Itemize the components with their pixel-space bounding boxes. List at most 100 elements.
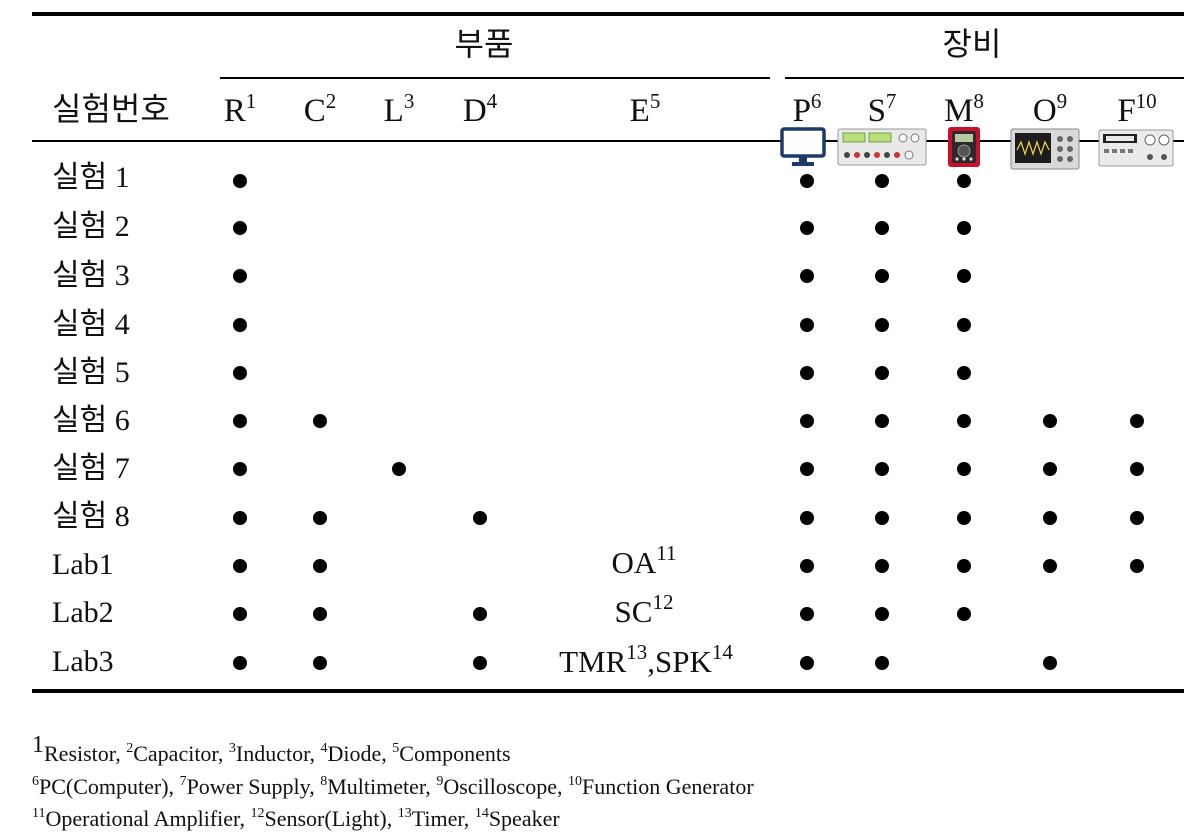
row-label-lab1: Lab1 — [52, 548, 114, 581]
mark-dot — [233, 656, 247, 670]
footnote-line-2: 6PC(Computer), 7Power Supply, 8Multimete… — [32, 774, 754, 799]
column-header-c: C2 — [303, 89, 337, 129]
column-header-e: E5 — [629, 89, 661, 129]
mark-dot — [875, 318, 889, 332]
mark-dot — [392, 462, 406, 476]
header-bottom-rule — [32, 140, 1184, 142]
row-label-exp2: 실험 2 — [52, 210, 130, 243]
mark-dot — [800, 318, 814, 332]
mark-dot — [800, 656, 814, 670]
mark-dot — [233, 318, 247, 332]
mark-dot — [800, 462, 814, 476]
column-header-m: M8 — [944, 89, 984, 129]
group-header-equipment: 장비 — [942, 26, 1002, 62]
extra-lab3: TMR13,SPK14 — [559, 640, 733, 679]
row-label-header: 실험번호 — [52, 91, 170, 127]
mark-dot — [957, 511, 971, 525]
column-header-f: F10 — [1117, 89, 1157, 129]
mark-dot — [233, 366, 247, 380]
table-bottom-rule — [32, 689, 1184, 693]
row-label-exp4: 실험 4 — [52, 308, 130, 341]
mark-dot — [875, 462, 889, 476]
row-label-exp1: 실험 1 — [52, 161, 130, 194]
mark-dot — [957, 559, 971, 573]
mark-dot — [233, 511, 247, 525]
mark-dot — [957, 366, 971, 380]
mark-dot — [233, 174, 247, 188]
power-supply-icon — [837, 128, 927, 166]
column-header-p: P6 — [792, 89, 822, 129]
mark-dot — [1043, 559, 1057, 573]
row-label-exp7: 실험 7 — [52, 452, 130, 485]
mark-dot — [800, 269, 814, 283]
mark-dot — [233, 414, 247, 428]
mark-dot — [957, 318, 971, 332]
footnote-line-3: 11Operational Amplifier, 12Sensor(Light)… — [32, 806, 560, 831]
extra-lab2: SC12 — [614, 590, 674, 629]
mark-dot — [800, 414, 814, 428]
row-label-exp8: 실험 8 — [52, 500, 130, 533]
column-header-l: L3 — [383, 89, 415, 129]
mark-dot — [800, 559, 814, 573]
oscilloscope-icon — [1010, 128, 1080, 170]
mark-dot — [1130, 511, 1144, 525]
mark-dot — [800, 511, 814, 525]
mark-dot — [233, 269, 247, 283]
extra-lab1: OA11 — [611, 541, 677, 580]
group-header-components: 부품 — [454, 26, 514, 62]
mark-dot — [875, 414, 889, 428]
mark-dot — [875, 656, 889, 670]
mark-dot — [957, 269, 971, 283]
column-header-s: S7 — [867, 89, 897, 129]
mark-dot — [233, 559, 247, 573]
mark-dot — [875, 174, 889, 188]
column-header-o: O9 — [1032, 89, 1068, 129]
mark-dot — [313, 559, 327, 573]
mark-dot — [957, 607, 971, 621]
mark-dot — [233, 607, 247, 621]
mark-dot — [1130, 414, 1144, 428]
mark-dot — [875, 269, 889, 283]
column-header-r: R1 — [223, 89, 257, 129]
row-label-exp6: 실험 6 — [52, 404, 130, 437]
mark-dot — [875, 607, 889, 621]
mark-dot — [875, 366, 889, 380]
mark-dot — [1043, 462, 1057, 476]
mark-dot — [800, 607, 814, 621]
column-header-d: D4 — [462, 89, 498, 129]
mark-dot — [1043, 656, 1057, 670]
computer-monitor-icon — [780, 127, 826, 166]
mark-dot — [957, 462, 971, 476]
mark-dot — [233, 462, 247, 476]
row-label-lab3: Lab3 — [52, 645, 114, 678]
mark-dot — [313, 511, 327, 525]
components-group-rule — [220, 77, 770, 79]
mark-dot — [313, 656, 327, 670]
mark-dot — [875, 511, 889, 525]
mark-dot — [1130, 559, 1144, 573]
mark-dot — [473, 607, 487, 621]
mark-dot — [473, 656, 487, 670]
row-label-lab2: Lab2 — [52, 596, 114, 629]
mark-dot — [313, 414, 327, 428]
mark-dot — [800, 221, 814, 235]
mark-dot — [957, 174, 971, 188]
mark-dot — [800, 366, 814, 380]
mark-dot — [1043, 414, 1057, 428]
mark-dot — [473, 511, 487, 525]
mark-dot — [800, 174, 814, 188]
row-label-exp3: 실험 3 — [52, 259, 130, 292]
equipment-group-rule — [785, 77, 1184, 79]
mark-dot — [875, 221, 889, 235]
mark-dot — [1043, 511, 1057, 525]
mark-dot — [1130, 462, 1144, 476]
multimeter-icon — [948, 127, 980, 167]
table-top-rule — [32, 12, 1184, 16]
footnote-line-1: 1Resistor, 2Capacitor, 3Inductor, 4Diode… — [32, 732, 511, 766]
function-generator-icon — [1098, 129, 1174, 167]
mark-dot — [233, 221, 247, 235]
mark-dot — [957, 221, 971, 235]
mark-dot — [875, 559, 889, 573]
row-label-exp5: 실험 5 — [52, 356, 130, 389]
mark-dot — [313, 607, 327, 621]
